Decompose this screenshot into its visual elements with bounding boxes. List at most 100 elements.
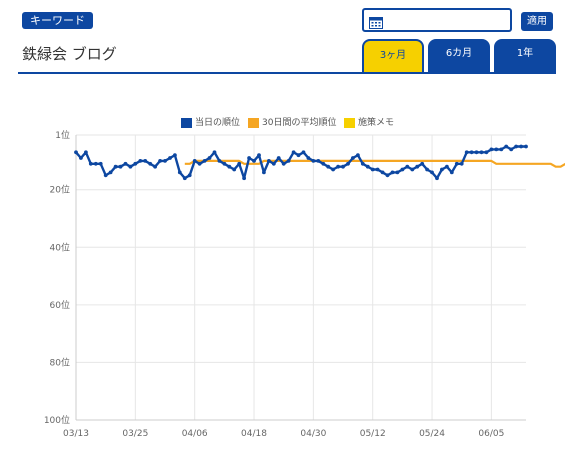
rank-point[interactable] [484, 150, 489, 155]
tab-3-months[interactable]: 3ヶ月 [362, 39, 424, 73]
rank-point[interactable] [148, 161, 153, 166]
rank-point[interactable] [449, 170, 454, 175]
rank-point[interactable] [494, 147, 499, 152]
rank-point[interactable] [301, 150, 306, 155]
rank-point[interactable] [291, 150, 296, 155]
y-tick-label: 100位 [44, 414, 70, 426]
rank-point[interactable] [514, 144, 518, 149]
tab-6-months[interactable]: 6カ月 [428, 39, 490, 73]
rank-point[interactable] [192, 159, 197, 163]
rank-point[interactable] [103, 173, 108, 178]
rank-point[interactable] [405, 164, 410, 169]
rank-point[interactable] [217, 159, 222, 163]
rank-point[interactable] [257, 153, 261, 158]
rank-point[interactable] [445, 164, 449, 169]
rank-point[interactable] [365, 164, 370, 169]
rank-point[interactable] [182, 176, 187, 181]
rank-point[interactable] [331, 167, 335, 172]
rank-point[interactable] [173, 153, 177, 158]
rank-point[interactable] [440, 167, 444, 172]
rank-point[interactable] [454, 161, 459, 166]
rank-point[interactable] [524, 144, 528, 149]
rank-point[interactable] [177, 170, 182, 175]
rank-point[interactable] [464, 150, 469, 155]
rank-point[interactable] [400, 167, 405, 172]
rank-point[interactable] [351, 156, 355, 160]
rank-point[interactable] [143, 159, 148, 163]
rank-point[interactable] [509, 147, 514, 152]
rank-point[interactable] [79, 156, 83, 160]
rank-point[interactable] [271, 161, 276, 166]
rank-point[interactable] [108, 170, 113, 175]
rank-point[interactable] [267, 159, 271, 163]
tab-1-year[interactable]: 1年 [494, 39, 556, 73]
rank-point[interactable] [435, 176, 439, 181]
rank-point[interactable] [311, 159, 316, 163]
rank-point[interactable] [262, 170, 266, 175]
date-range-input[interactable] [362, 8, 512, 32]
rank-point[interactable] [469, 150, 474, 155]
rank-point[interactable] [375, 167, 380, 172]
rank-point[interactable] [341, 164, 345, 169]
rank-point[interactable] [499, 147, 504, 152]
rank-point[interactable] [326, 164, 331, 169]
rank-point[interactable] [212, 150, 217, 155]
rank-point[interactable] [84, 150, 88, 155]
rank-point[interactable] [88, 161, 93, 166]
rank-point[interactable] [306, 156, 311, 160]
rank-point[interactable] [247, 156, 252, 160]
rank-point[interactable] [252, 159, 256, 163]
rank-point[interactable] [187, 173, 192, 178]
calendar-icon[interactable] [369, 14, 383, 33]
rank-point[interactable] [316, 159, 321, 163]
rank-point[interactable] [168, 156, 172, 160]
rank-point[interactable] [360, 161, 365, 166]
rank-point[interactable] [410, 167, 415, 172]
rank-point[interactable] [459, 161, 464, 166]
rank-point[interactable] [227, 164, 232, 169]
rank-point[interactable] [385, 173, 390, 178]
rank-point[interactable] [425, 167, 429, 172]
rank-point[interactable] [281, 161, 286, 166]
rank-point[interactable] [276, 156, 281, 160]
rank-point[interactable] [430, 170, 434, 175]
apply-button[interactable]: 適用 [521, 12, 553, 31]
legend-label-average: 30日間の平均順位 [262, 118, 337, 128]
rank-point[interactable] [123, 161, 128, 166]
rank-point[interactable] [232, 167, 237, 172]
rank-point[interactable] [163, 159, 167, 163]
rank-point[interactable] [395, 170, 400, 175]
rank-point[interactable] [356, 153, 360, 158]
rank-point[interactable] [504, 144, 509, 149]
rank-point[interactable] [321, 161, 326, 166]
rank-point[interactable] [202, 159, 207, 163]
rank-point[interactable] [479, 150, 484, 155]
rank-point[interactable] [118, 164, 123, 169]
rank-point[interactable] [158, 159, 163, 163]
rank-point[interactable] [336, 164, 340, 169]
rank-point[interactable] [93, 161, 98, 166]
rank-point[interactable] [242, 176, 247, 181]
rank-point[interactable] [128, 164, 133, 169]
rank-point[interactable] [133, 161, 138, 166]
rank-point[interactable] [98, 161, 103, 166]
rank-point[interactable] [474, 150, 479, 155]
rank-point[interactable] [415, 164, 420, 169]
rank-point[interactable] [207, 156, 212, 160]
rank-point[interactable] [197, 161, 202, 166]
rank-point[interactable] [390, 170, 395, 175]
rank-point[interactable] [113, 164, 118, 169]
rank-point[interactable] [380, 170, 385, 175]
rank-point[interactable] [420, 161, 425, 166]
rank-point[interactable] [222, 161, 227, 166]
rank-point[interactable] [138, 159, 143, 163]
rank-point[interactable] [153, 164, 158, 169]
rank-point[interactable] [296, 153, 301, 158]
rank-point[interactable] [346, 161, 350, 166]
rank-point[interactable] [237, 161, 242, 166]
rank-point[interactable] [489, 147, 494, 152]
rank-point[interactable] [286, 159, 291, 163]
rank-point[interactable] [74, 150, 78, 155]
rank-point[interactable] [370, 167, 375, 172]
rank-point[interactable] [519, 144, 523, 149]
